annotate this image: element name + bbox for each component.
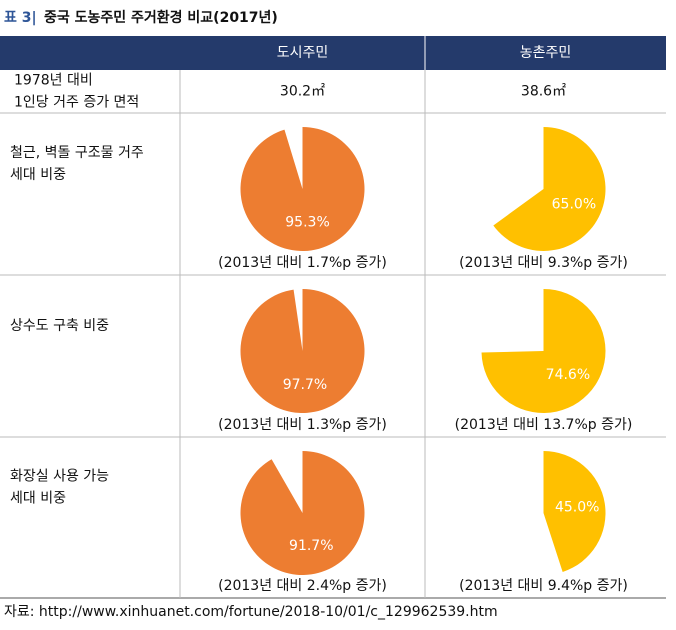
cell-value: 38.6㎡ [521,84,566,100]
table-title: 중국 도농주민 주거환경 비교(2017년) [44,9,278,26]
pie-label: 91.7% [289,538,333,554]
pie-slice [240,289,365,413]
cell-note: (2013년 대비 1.7%p 증가) [218,255,387,271]
pie-slice [240,127,365,251]
cell-value: 30.2㎡ [280,84,325,100]
cell-note: (2013년 대비 9.3%p 증가) [459,255,628,271]
pie-label: 65.0% [552,196,596,212]
cell-note: (2013년 대비 9.4%p 증가) [459,578,628,594]
header-bg [0,36,666,70]
row-label: 1978년 대비 [14,73,93,89]
cell-note: (2013년 대비 13.7%p 증가) [455,417,633,433]
pie-label: 74.6% [546,367,590,383]
pie-slice [240,451,365,576]
row-label: 세대 비중 [10,491,66,507]
row-label: 1인당 거주 증가 면적 [14,95,139,111]
row-label: 철근, 벽돌 구조물 거주 [10,145,144,161]
cell-note: (2013년 대비 2.4%p 증가) [218,578,387,594]
pie-label: 95.3% [285,215,329,231]
cell-note: (2013년 대비 1.3%p 증가) [218,417,387,433]
source: 자료: http://www.xinhuanet.com/fortune/201… [4,604,498,620]
pie-slice [543,450,606,572]
row-label: 화장실 사용 가능 [10,469,109,485]
row-label: 상수도 구축 비중 [10,318,109,334]
pie-slice [481,289,606,414]
pie-label: 45.0% [555,500,599,516]
row-label: 세대 비중 [10,167,66,183]
column-header: 도시주민 [277,45,329,61]
pie-label: 97.7% [283,377,327,393]
table-tag: 표 3| [4,10,37,26]
column-header: 농촌주민 [520,45,572,61]
pie-slice [493,127,606,251]
